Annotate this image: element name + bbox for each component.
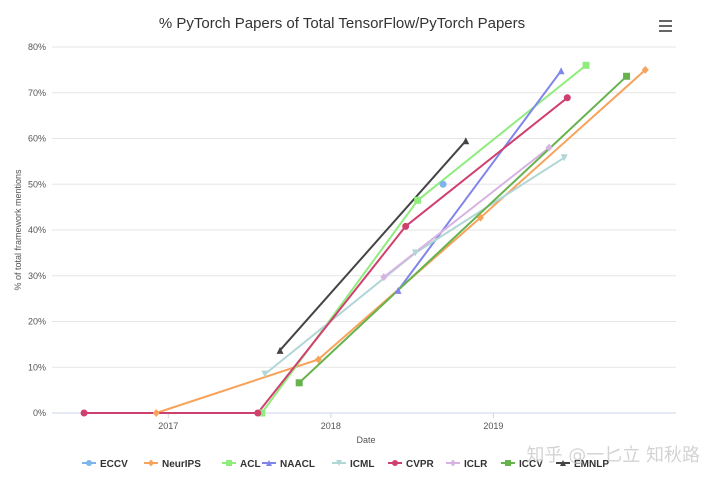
y-tick-label: 10% [28, 362, 46, 372]
y-tick-label: 0% [33, 408, 46, 418]
data-point-cvpr [254, 409, 262, 417]
hamburger-menu-icon [659, 20, 672, 32]
legend-marker-neurips [148, 459, 154, 467]
legend-marker-acl [226, 460, 232, 466]
legend-item-neurips[interactable]: NeurIPS [144, 459, 201, 470]
legend-item-icml[interactable]: ICML [332, 459, 374, 470]
legend-label-eccv: ECCV [100, 459, 128, 470]
x-tick-label: 2019 [483, 421, 503, 431]
series-line-neurips [155, 68, 647, 414]
legend-label-acl: ACL [240, 459, 261, 470]
legend-item-naacl[interactable]: NAACL [262, 459, 315, 470]
data-point-eccv [439, 180, 447, 188]
legend-marker-emnlp [560, 460, 566, 466]
data-point-neurips [476, 213, 484, 222]
legend-label-iccv: ICCV [519, 459, 543, 470]
legend-marker-iccv [505, 460, 511, 466]
data-point-iclr [380, 273, 388, 282]
x-axis-ticks: 2017 2018 2019 [158, 413, 503, 431]
legend-label-iclr: ICLR [464, 459, 488, 470]
series-line-icml [263, 156, 566, 376]
data-point-iccv [295, 379, 303, 387]
series-line-emnlp [279, 139, 467, 352]
y-tick-label: 20% [28, 317, 46, 327]
legend-marker-icml [336, 460, 342, 466]
data-point-icml [560, 154, 568, 162]
data-point-acl [414, 196, 422, 204]
legend-label-icml: ICML [350, 459, 374, 470]
y-tick-label: 60% [28, 134, 46, 144]
series-line-cvpr [83, 96, 569, 414]
data-point-acl [258, 409, 266, 417]
y-tick-label: 40% [28, 225, 46, 235]
data-point-neurips [314, 355, 322, 364]
legend-item-cvpr[interactable]: CVPR [388, 459, 435, 470]
data-point-icml [261, 370, 269, 378]
series-line-naacl [397, 69, 563, 292]
series-line-iclr [382, 146, 551, 279]
legend-item-emnlp[interactable]: EMNLP [556, 459, 609, 470]
legend-item-acl[interactable]: ACL [222, 459, 261, 470]
y-tick-label: 70% [28, 88, 46, 98]
y-tick-label: 50% [28, 179, 46, 189]
y-tick-label: 30% [28, 271, 46, 281]
gridlines [52, 46, 676, 414]
data-point-iccv [623, 72, 631, 80]
y-axis-label: % of total framework mentions [13, 169, 23, 291]
legend-item-eccv[interactable]: ECCV [82, 459, 128, 470]
data-point-acl [582, 61, 590, 69]
x-tick-label: 2017 [158, 421, 178, 431]
legend-item-iclr[interactable]: ICLR [446, 459, 488, 470]
data-point-cvpr [563, 94, 571, 102]
legend-marker-iclr [450, 459, 456, 467]
x-tick-label: 2018 [321, 421, 341, 431]
legend-marker-eccv [86, 460, 92, 466]
watermark: 知乎 @一匕立 知秋路 [527, 445, 700, 466]
data-point-cvpr [402, 222, 410, 230]
y-tick-label: 80% [28, 42, 46, 52]
series-lines [83, 64, 647, 414]
legend-marker-cvpr [392, 460, 398, 466]
legend-label-neurips: NeurIPS [162, 459, 201, 470]
data-point-naacl [557, 67, 565, 75]
data-point-neurips [152, 409, 160, 417]
legend: ECCV NeurIPS ACL NAACL ICML CVPR ICLR ICCV EMNLP [82, 459, 609, 470]
data-point-iclr [545, 143, 553, 152]
series-line-acl [260, 64, 587, 414]
legend-marker-naacl [266, 460, 272, 466]
legend-label-cvpr: CVPR [406, 459, 435, 470]
data-point-icml [411, 249, 419, 257]
x-axis-label: Date [356, 435, 375, 445]
data-point-emnlp [276, 346, 284, 354]
legend-label-naacl: NAACL [280, 459, 315, 470]
y-axis-ticks: 0% 10% 20% 30% 40% 50% 60% 70% 80% [28, 42, 46, 418]
series-line-iccv [298, 75, 628, 384]
data-point-neurips [641, 65, 649, 74]
series-markers [80, 61, 649, 417]
legend-item-iccv[interactable]: ICCV [501, 459, 543, 470]
data-point-cvpr [80, 409, 88, 417]
chart-menu-button[interactable] [652, 14, 676, 38]
legend-label-emnlp: EMNLP [574, 459, 609, 470]
data-point-naacl [394, 286, 402, 294]
chart-title: % PyTorch Papers of Total TensorFlow/PyT… [159, 15, 525, 32]
data-point-emnlp [462, 137, 470, 145]
